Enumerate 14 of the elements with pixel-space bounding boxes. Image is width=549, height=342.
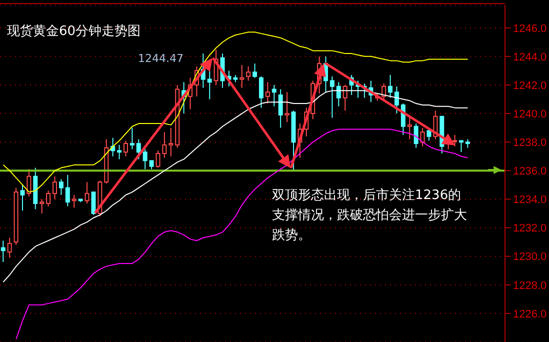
y-tick-label: 1244.0 [513,51,547,64]
y-tick-label: 1228.0 [513,280,547,292]
y-tick-label: 1236.0 [513,166,547,178]
y-tick-label: 1226.0 [513,308,547,320]
y-tick-label: 1246.0 [513,22,547,35]
y-tick-label: 1238.0 [513,136,547,149]
y-tick-label: 1230.0 [513,251,547,264]
annotation: 双顶形态出现，后市关注1236的支撑情况，跌破恐怕会进一步扩大跌势。 [272,187,468,245]
y-tick-label: 1234.0 [513,194,547,206]
y-tick-label: 1232.0 [513,222,547,235]
y-tick-label: 1240.0 [513,108,547,120]
y-tick-label: 1242.0 [513,80,547,92]
annotation: 1244.47 [138,52,184,66]
text: 现货黄金60分钟走势图 [7,23,141,40]
